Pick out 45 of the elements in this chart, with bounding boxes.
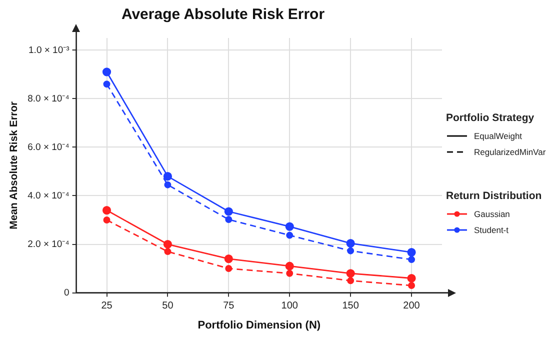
x-tick-label: 150 (342, 300, 360, 312)
text: RegularizedMinVar (474, 147, 546, 157)
chart-title: Average Absolute Risk Error (121, 6, 325, 24)
text: Gaussian (474, 209, 510, 219)
x-tick-label: 25 (101, 300, 113, 312)
point (225, 265, 232, 272)
x-tick-label: 75 (223, 300, 235, 312)
x-tick-label: 200 (403, 300, 420, 312)
y-tick-label: 1.0 × 10⁻³ (28, 44, 70, 56)
y-tick-label: 2.0 × 10⁻⁴ (28, 238, 70, 250)
point (347, 247, 354, 254)
point (164, 248, 172, 256)
point (286, 232, 294, 239)
y-tick-label: 4.0 × 10⁻⁴ (28, 190, 70, 202)
point (286, 270, 294, 277)
point (224, 254, 233, 264)
point (285, 222, 294, 231)
x-tick-label: 100 (281, 300, 298, 312)
point (103, 216, 110, 224)
point (407, 274, 416, 283)
point (103, 80, 110, 88)
point (224, 207, 233, 216)
text: Return Distribution (446, 190, 543, 202)
point (347, 277, 354, 284)
y-tick-label: 0 (64, 287, 70, 298)
point (163, 172, 172, 181)
point (102, 206, 112, 215)
point (225, 216, 232, 224)
point (346, 238, 355, 248)
point (407, 248, 416, 257)
x-axis-title: Portfolio Dimension (N) (198, 319, 321, 332)
y-axis-title: Mean Absolute Risk Error (8, 101, 20, 230)
point (346, 269, 355, 278)
point (408, 282, 416, 290)
y-tick-label: 6.0 × 10⁻⁴ (28, 142, 70, 153)
x-tick-label: 50 (162, 300, 174, 312)
text: Portfolio Strategy (446, 112, 536, 124)
point (285, 262, 294, 270)
point (102, 68, 112, 76)
point (164, 181, 172, 188)
point (163, 240, 172, 249)
point (408, 256, 416, 264)
text: EqualWeight (474, 131, 522, 141)
text: Student-t (474, 225, 508, 235)
y-tick-label: 8.0 × 10⁻⁴ (28, 93, 70, 104)
